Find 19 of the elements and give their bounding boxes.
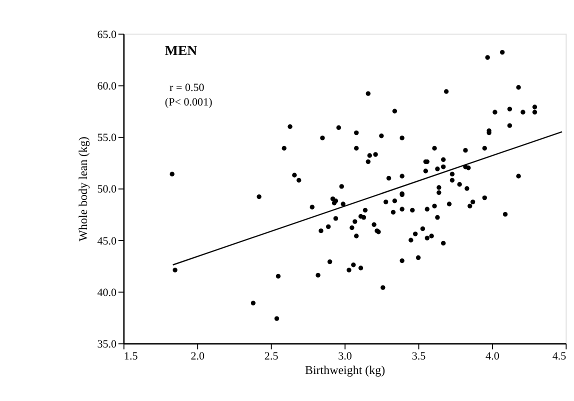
y-tick-label: 35.0 — [97, 338, 118, 350]
x-tick-label: 3.5 — [412, 350, 426, 362]
x-tick-label: 3.0 — [338, 350, 352, 362]
annotation: MEN — [164, 42, 198, 58]
x-tick-label: 2.5 — [264, 350, 279, 362]
y-tick-label: 50.0 — [97, 184, 118, 196]
y-tick-label: 60.0 — [97, 80, 118, 92]
x-tick-label: 4.0 — [486, 350, 500, 362]
annotation: (P< 0.001) — [164, 96, 213, 109]
y-tick-label: 45.0 — [97, 235, 118, 248]
x-axis-title: Birthweight (kg) — [304, 363, 386, 378]
x-tick-label: 1.5 — [124, 350, 138, 362]
annotation: r = 0.50 — [170, 82, 205, 94]
x-tick-label: 2.0 — [190, 350, 206, 362]
y-tick-label: 40.0 — [97, 286, 118, 299]
x-tick-label: 4.5 — [552, 350, 567, 362]
y-axis-title: Whole body lean (kg) — [76, 136, 90, 242]
y-tick-label: 55.0 — [97, 132, 118, 144]
y-tick-label: 65.0 — [97, 28, 118, 41]
